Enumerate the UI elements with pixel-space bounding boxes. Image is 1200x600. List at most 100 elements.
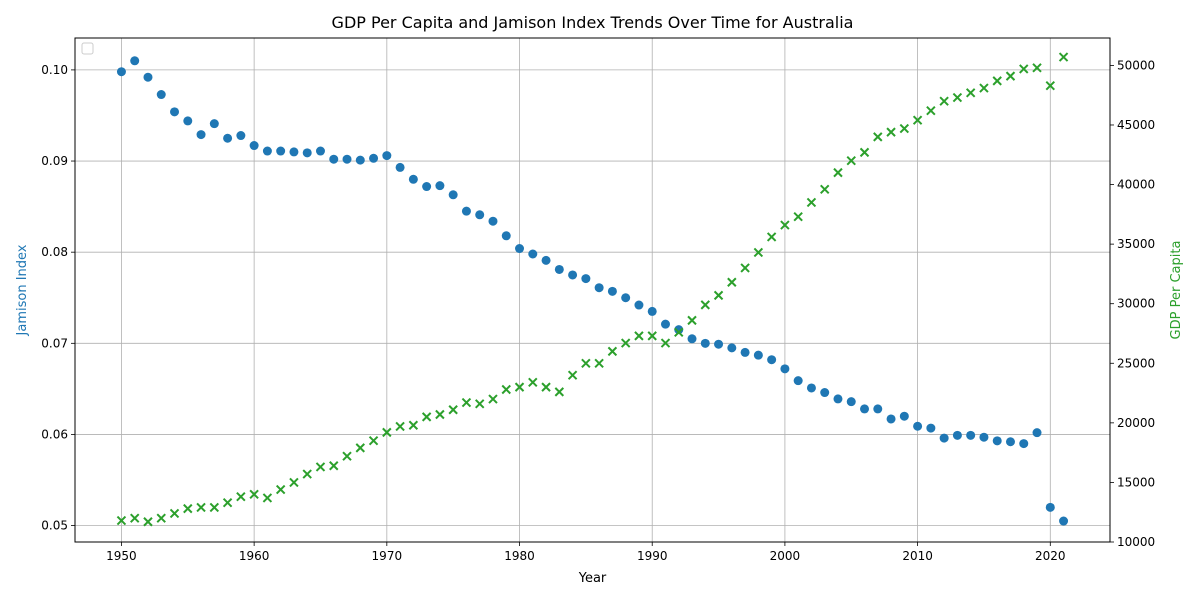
jamison-point <box>753 350 763 360</box>
gdp-point <box>368 436 379 446</box>
jamison-point <box>820 388 830 398</box>
jamison-point <box>475 210 485 220</box>
x-tick-label: 1950 <box>106 549 137 563</box>
jamison-point <box>461 206 471 216</box>
gdp-point <box>408 420 419 430</box>
gdp-point <box>727 277 737 287</box>
gdp-series <box>116 52 1069 527</box>
gdp-point <box>169 508 180 519</box>
jamison-point <box>621 293 631 303</box>
gdp-point <box>209 502 220 513</box>
gdp-point <box>581 358 591 368</box>
y2-tick-label: 20000 <box>1117 416 1155 430</box>
jamison-point <box>899 411 909 421</box>
jamison-point <box>422 182 432 192</box>
gdp-point <box>1045 80 1055 91</box>
gdp-point <box>620 338 631 348</box>
gdp-point <box>315 462 326 472</box>
gdp-point <box>952 92 963 103</box>
y-tick-label: 0.10 <box>41 63 68 77</box>
y2-axis-label: GDP Per Capita <box>1169 241 1184 340</box>
jamison-point <box>886 414 896 424</box>
jamison-point <box>992 436 1002 446</box>
jamison-point <box>116 67 126 77</box>
y-axis-left: 0.05 0.06 0.07 0.08 0.09 0.10 <box>41 63 75 533</box>
jamison-point <box>687 334 697 344</box>
jamison-point <box>1005 437 1015 447</box>
plot-area-group: 1950 1960 1970 1980 1990 2000 2010 2020 0.050.0… <box>41 37 1155 563</box>
jamison-point <box>939 433 949 443</box>
jamison-point <box>408 174 418 184</box>
gdp-point <box>262 493 273 503</box>
jamison-point <box>568 270 578 280</box>
gdp-point <box>421 412 432 422</box>
jamison-point <box>183 116 193 126</box>
gdp-point <box>222 497 233 508</box>
jamison-point <box>249 141 259 151</box>
jamison-point <box>581 274 591 284</box>
jamison-point <box>1045 502 1055 512</box>
gdp-point <box>607 346 618 357</box>
jamison-point <box>236 131 246 141</box>
gdp-point <box>979 83 989 93</box>
gdp-point <box>329 461 339 471</box>
gdp-point <box>965 88 976 98</box>
gdp-point <box>660 338 671 348</box>
gdp-point <box>740 263 750 273</box>
jamison-point <box>262 146 272 156</box>
jamison-point <box>833 394 843 404</box>
gdp-point <box>488 394 498 404</box>
gdp-point <box>143 517 153 527</box>
jamison-point <box>1032 428 1042 438</box>
gdp-point <box>236 492 246 502</box>
gdp-point <box>183 503 193 514</box>
jamison-point <box>395 162 405 172</box>
legend-box <box>81 42 94 55</box>
jamison-point <box>501 231 511 241</box>
gdp-point <box>342 451 352 461</box>
gdp-point <box>753 247 764 258</box>
gdp-point <box>249 489 259 500</box>
jamison-point <box>727 343 737 353</box>
gdp-point <box>528 377 538 388</box>
plot-area <box>75 38 1110 542</box>
plot-frame <box>74 37 1111 543</box>
jamison-point <box>594 283 604 293</box>
gdp-point <box>448 405 458 415</box>
jamison-point <box>435 181 445 191</box>
grid-lines <box>75 38 1110 542</box>
jamison-point <box>647 306 657 316</box>
gdp-point <box>859 147 870 158</box>
jamison-point <box>355 155 365 165</box>
x-tick-label: 2000 <box>770 549 801 563</box>
jamison-point <box>873 404 883 414</box>
x-tick-label: 2020 <box>1035 549 1066 563</box>
y2-tick-label: 50000 <box>1117 58 1155 72</box>
x-axis: 1950 1960 1970 1980 1990 2000 2010 2020 <box>106 542 1066 563</box>
gdp-point <box>674 327 684 338</box>
gdp-point <box>992 76 1002 86</box>
gdp-point <box>899 123 910 134</box>
gdp-point <box>554 387 565 397</box>
gdp-point <box>634 331 644 341</box>
gdp-point <box>687 315 697 326</box>
jamison-point <box>329 154 339 164</box>
gdp-point <box>647 331 657 341</box>
jamison-point <box>846 397 856 407</box>
gdp-point <box>594 358 604 368</box>
jamison-point <box>767 355 777 365</box>
jamison-point <box>926 423 936 433</box>
gdp-point <box>567 370 578 380</box>
x-tick-label: 1980 <box>504 549 535 563</box>
gdp-point <box>475 399 485 409</box>
gdp-point <box>435 409 445 420</box>
jamison-point <box>607 286 617 296</box>
gdp-point <box>302 469 312 479</box>
y-axis-right: 10000 15000 20000 25000 30000 35000 40000 45000… <box>1110 58 1155 549</box>
y-axis-label: Jamison Index <box>15 244 30 336</box>
y2-tick-label: 10000 <box>1117 535 1155 549</box>
gdp-point <box>461 397 472 408</box>
jamison-point <box>515 244 525 254</box>
gdp-point <box>806 197 817 208</box>
jamison-point <box>860 404 870 414</box>
